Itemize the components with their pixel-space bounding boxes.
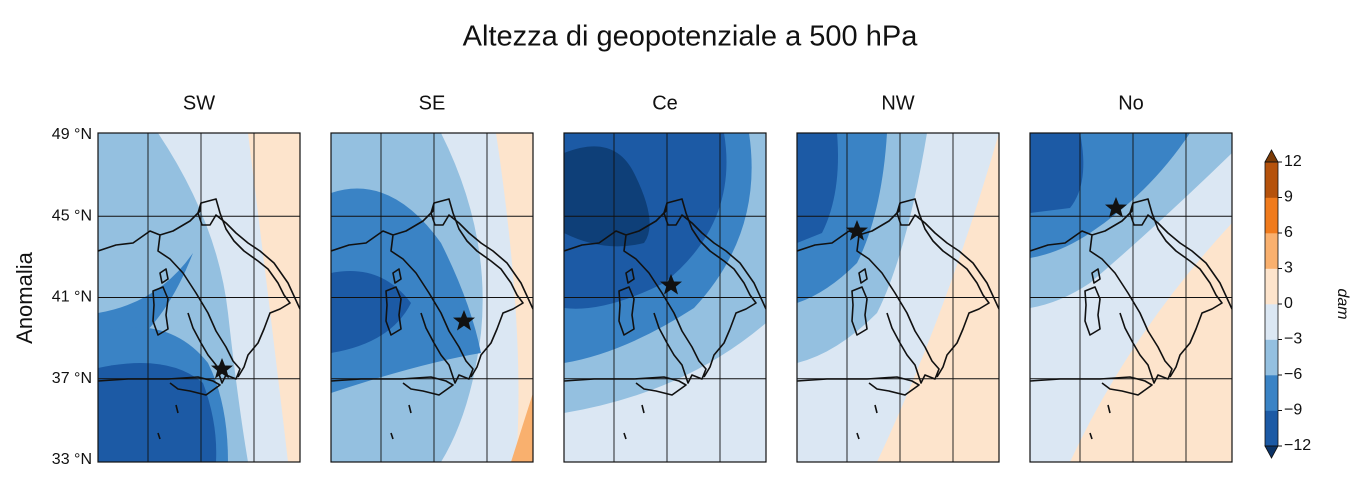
map-panel xyxy=(1029,132,1233,463)
colorbar-extend xyxy=(1264,445,1279,459)
panel-frame xyxy=(796,132,1000,463)
colorbar-tick-label: −9 xyxy=(1284,402,1302,419)
panel-frame xyxy=(1029,132,1233,463)
colorbar-segment xyxy=(1265,410,1278,447)
panel-title: Ce xyxy=(652,92,678,114)
colorbar-tick-label: 9 xyxy=(1284,189,1293,206)
colorbar-segment xyxy=(1265,233,1278,269)
y-tick-label: 49 °N xyxy=(52,126,92,143)
colorbar-extend xyxy=(1264,149,1279,163)
colorbar-tick-label: −6 xyxy=(1284,366,1302,383)
y-tick-label: 33 °N xyxy=(52,451,92,468)
colorbar-segment xyxy=(1265,339,1278,376)
figure-title: Altezza di geopotenziale a 500 hPa xyxy=(463,21,919,53)
colorbar-tick-label: −12 xyxy=(1284,437,1311,454)
colorbar-segment xyxy=(1265,162,1278,198)
panel-title: NW xyxy=(881,92,914,114)
panel-frame xyxy=(330,132,534,463)
map-panel xyxy=(97,132,301,463)
y-tick-label: 37 °N xyxy=(52,370,92,387)
map-panel xyxy=(563,132,767,463)
panel-frame xyxy=(563,132,767,463)
colorbar-segment xyxy=(1265,268,1278,305)
colorbar-segment xyxy=(1265,304,1278,340)
map-panel xyxy=(796,132,1000,463)
panel-title: SW xyxy=(183,92,215,114)
panel-title: No xyxy=(1118,92,1144,114)
y-tick-label: 41 °N xyxy=(52,289,92,306)
colorbar-tick-label: 0 xyxy=(1284,295,1293,312)
colorbar-label: dam xyxy=(1334,288,1351,319)
map-panel xyxy=(330,132,534,463)
colorbar-segment xyxy=(1265,197,1278,234)
panel-frame xyxy=(97,132,301,463)
colorbar-tick-label: −3 xyxy=(1284,331,1302,348)
colorbar-tick-label: 6 xyxy=(1284,224,1293,241)
colorbar-tick-label: 3 xyxy=(1284,260,1293,277)
y-axis-label: Anomalia xyxy=(12,251,37,343)
panel-title: SE xyxy=(419,92,446,114)
colorbar-segment xyxy=(1265,375,1278,411)
colorbar-tick-label: 12 xyxy=(1284,153,1302,170)
y-tick-label: 45 °N xyxy=(52,207,92,224)
